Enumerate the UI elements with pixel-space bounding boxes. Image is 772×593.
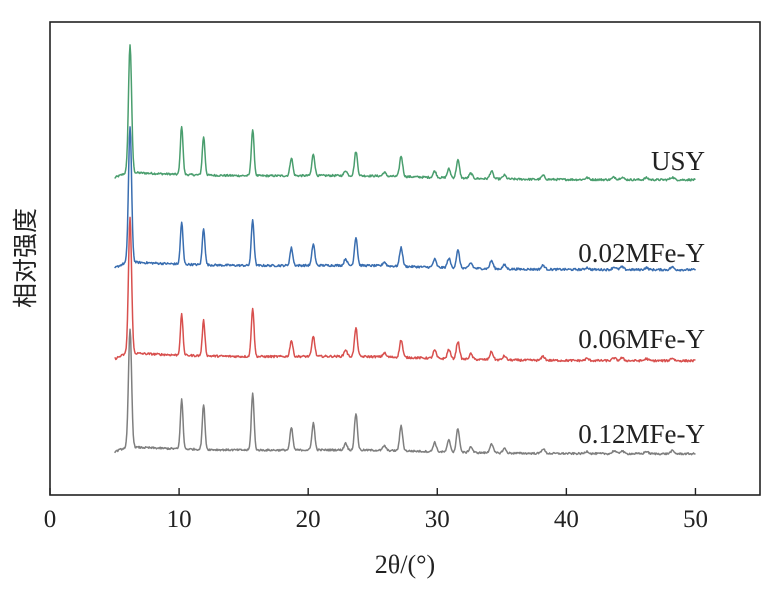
series-line-0.06MFe-Y bbox=[114, 216, 696, 363]
series-label: 0.06MFe-Y bbox=[578, 324, 705, 354]
series-labels: USY 0.02MFe-Y 0.06MFe-Y 0.12MFe-Y bbox=[578, 146, 705, 449]
series-line-USY bbox=[114, 44, 696, 182]
x-tick-label: 40 bbox=[554, 506, 579, 533]
series-line-0.12MFe-Y bbox=[114, 328, 696, 456]
series-label: 0.02MFe-Y bbox=[578, 238, 705, 268]
x-axis: 0 10 20 30 40 50 bbox=[44, 488, 708, 533]
x-tick-label: 50 bbox=[683, 506, 708, 533]
x-tick-label: 10 bbox=[167, 506, 192, 533]
series-group bbox=[114, 44, 697, 456]
x-tick-label: 20 bbox=[296, 506, 321, 533]
plot-frame bbox=[49, 21, 761, 496]
y-axis-title: 相对强度 bbox=[11, 208, 40, 308]
x-tick-label: 0 bbox=[44, 506, 57, 533]
series-line-0.02MFe-Y bbox=[114, 126, 697, 272]
series-label: USY bbox=[651, 146, 705, 176]
series-label: 0.12MFe-Y bbox=[578, 419, 705, 449]
x-tick-label: 30 bbox=[425, 506, 450, 533]
x-axis-title: 2θ/(°) bbox=[375, 550, 435, 579]
